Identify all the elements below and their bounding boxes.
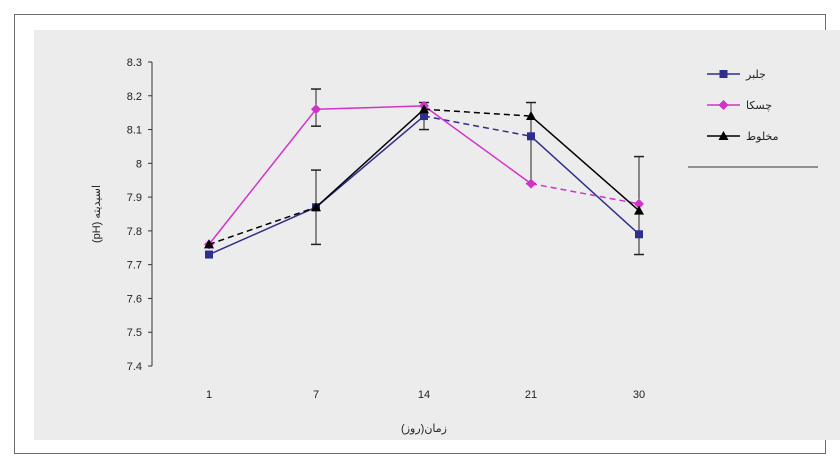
series-diamond-segment — [315, 105, 425, 111]
x-tick-label: 14 — [418, 389, 430, 401]
legend-label: چسکا — [746, 100, 772, 112]
series-triangle-point — [311, 202, 321, 212]
legend-marker — [718, 131, 729, 140]
x-tick-label: 30 — [633, 389, 645, 401]
series-diamond-segment — [423, 105, 532, 185]
y-axis-title: (pH) اسیدیته — [91, 185, 103, 243]
x-axis-title: (روز)زمان — [401, 423, 447, 435]
x-tick-label: 21 — [525, 389, 537, 401]
series-triangle-segment — [315, 108, 425, 208]
series-square-point — [420, 112, 428, 121]
x-tick-label: 1 — [206, 389, 212, 401]
y-tick-label: 7.4 — [127, 361, 142, 373]
legend-marker — [718, 100, 729, 110]
legend-marker — [719, 70, 728, 78]
series-square-segment — [423, 115, 532, 138]
x-tick-label: 7 — [313, 389, 319, 401]
y-tick-label: 7.9 — [127, 192, 142, 204]
series-diamond-segment — [530, 182, 640, 205]
series-diamond-segment — [208, 108, 317, 245]
series-diamond-point — [634, 198, 644, 209]
series-triangle-segment — [530, 115, 640, 212]
series-square-point — [205, 250, 213, 259]
series-square-point — [635, 230, 643, 239]
series-triangle-segment — [208, 206, 317, 246]
y-tick-label: 7.6 — [127, 293, 142, 305]
plot-area-background — [34, 30, 840, 440]
series-square-segment — [208, 206, 317, 256]
series-triangle-point — [634, 205, 644, 215]
series-square-segment — [530, 135, 640, 235]
series-triangle-point — [204, 239, 214, 249]
y-tick-label: 8.3 — [127, 57, 142, 69]
legend-label: مخلوط — [746, 131, 779, 143]
y-tick-label: 8 — [136, 158, 142, 170]
series-square-point — [527, 132, 535, 141]
y-tick-label: 8.1 — [127, 125, 142, 137]
y-tick-label: 8.2 — [127, 91, 142, 103]
series-triangle-segment — [423, 108, 532, 117]
series-triangle-point — [526, 111, 536, 121]
legend-label: جلبر — [745, 69, 766, 81]
series-triangle-point — [419, 104, 429, 114]
y-tick-label: 7.5 — [127, 327, 142, 339]
series-diamond-point — [526, 178, 536, 189]
series-square-segment — [315, 115, 425, 208]
y-tick-label: 7.8 — [127, 226, 142, 238]
series-diamond-point — [311, 104, 321, 115]
y-tick-label: 7.7 — [127, 260, 142, 272]
